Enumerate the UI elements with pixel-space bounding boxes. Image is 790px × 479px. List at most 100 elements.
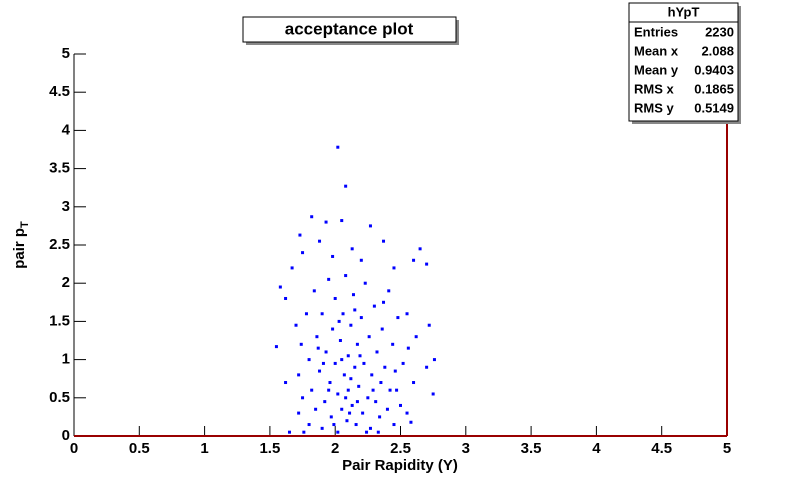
point <box>357 384 361 388</box>
point <box>336 430 340 434</box>
point <box>284 381 288 385</box>
point <box>350 403 354 407</box>
point <box>409 420 413 424</box>
stats-value: 0.5149 <box>694 100 734 115</box>
point <box>371 388 375 392</box>
point <box>336 145 340 149</box>
stats-value: 0.9403 <box>694 62 734 77</box>
point <box>320 426 324 430</box>
point <box>290 266 294 270</box>
point <box>368 426 372 430</box>
stats-name: hYpT <box>668 4 700 19</box>
point <box>366 396 370 400</box>
point <box>388 388 392 392</box>
point <box>405 411 409 415</box>
point <box>302 430 306 434</box>
x-tick-label: 2.5 <box>390 440 411 457</box>
point <box>376 430 380 434</box>
point <box>336 392 340 396</box>
point <box>315 335 319 339</box>
point <box>349 323 353 327</box>
y-tick-label: 4 <box>62 121 71 138</box>
point <box>297 411 301 415</box>
point <box>405 312 409 316</box>
x-tick-label: 1 <box>200 440 208 457</box>
point <box>301 251 305 255</box>
y-tick-label: 5 <box>62 45 70 62</box>
point <box>387 289 391 293</box>
point <box>353 365 357 369</box>
stats-value: 0.1865 <box>694 81 734 96</box>
point <box>418 247 422 251</box>
point <box>363 281 367 285</box>
stats-label: Entries <box>634 24 678 39</box>
point <box>396 316 400 320</box>
point <box>342 373 346 377</box>
point <box>337 319 341 323</box>
point <box>324 220 328 224</box>
point <box>307 358 311 362</box>
point <box>392 423 396 427</box>
point <box>355 400 359 404</box>
point <box>327 388 331 392</box>
point <box>359 258 363 262</box>
stats-label: RMS y <box>634 100 675 115</box>
stats-value: 2.088 <box>701 43 734 58</box>
point <box>345 419 349 423</box>
point <box>399 403 402 407</box>
point <box>355 342 359 346</box>
point <box>374 400 378 404</box>
point <box>312 289 316 293</box>
point <box>346 388 350 392</box>
point <box>382 300 386 304</box>
point <box>382 239 386 243</box>
point <box>332 423 336 427</box>
point <box>287 430 291 434</box>
point <box>412 258 416 262</box>
point <box>331 254 335 258</box>
point <box>362 361 366 365</box>
stats-box <box>628 2 739 122</box>
point <box>307 423 311 427</box>
point <box>341 312 345 316</box>
point <box>344 396 348 400</box>
point <box>321 361 325 365</box>
point <box>298 233 302 237</box>
point <box>354 423 358 427</box>
point <box>299 342 303 346</box>
point <box>350 247 354 251</box>
point <box>349 377 353 381</box>
y-axis-label-sub: T <box>19 221 31 228</box>
point <box>310 388 314 392</box>
point <box>368 224 372 228</box>
point <box>278 285 282 289</box>
point <box>340 407 344 411</box>
point <box>344 184 348 188</box>
stats-value: 2230 <box>705 24 734 39</box>
point <box>344 274 348 278</box>
y-tick-label: 0 <box>62 427 70 444</box>
x-tick-label: 5 <box>723 440 731 457</box>
point <box>301 396 305 400</box>
point <box>304 312 308 316</box>
point <box>425 365 429 369</box>
point <box>359 316 363 320</box>
y-axis-label: pair pT <box>11 221 31 269</box>
point <box>340 358 344 362</box>
point <box>328 381 332 385</box>
point <box>340 219 344 223</box>
y-tick-label: 3 <box>62 198 70 215</box>
chart-title: acceptance plot <box>285 19 414 38</box>
x-tick-label: 1.5 <box>259 440 280 457</box>
point <box>431 392 435 396</box>
point <box>395 388 399 392</box>
point <box>383 365 387 369</box>
stats-label: Mean x <box>634 43 679 58</box>
x-tick-label: 3 <box>462 440 470 457</box>
point <box>414 335 418 339</box>
point <box>314 407 318 411</box>
point <box>274 345 278 349</box>
y-tick-label: 4.5 <box>49 83 70 100</box>
point <box>375 350 379 354</box>
